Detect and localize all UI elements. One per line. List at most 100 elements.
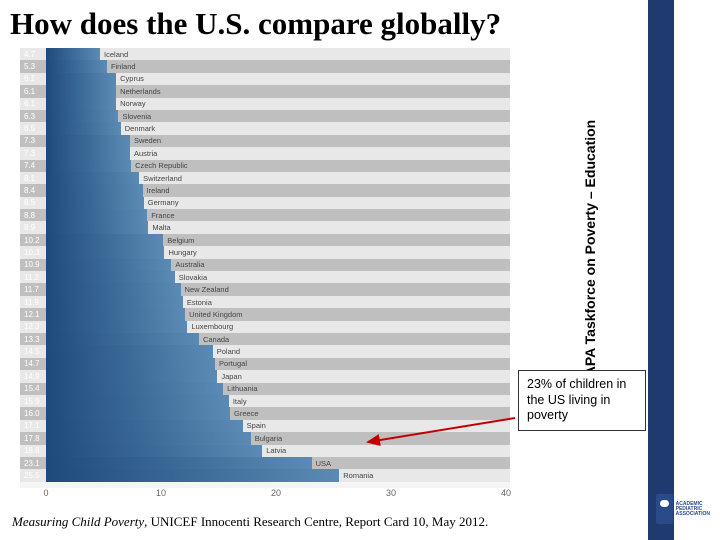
bar xyxy=(46,445,262,457)
bar-row: 6.5 Denmark xyxy=(20,122,510,134)
country-label: Luxembourg xyxy=(191,322,233,331)
value-label: 15.4 xyxy=(24,384,40,393)
bar-row: 11.9Estonia xyxy=(20,296,510,308)
x-tick: 30 xyxy=(386,488,396,498)
bar-row: 6.1 Cyprus xyxy=(20,73,510,85)
logo-icon xyxy=(656,494,673,524)
bar-row: 12.1United Kingdom xyxy=(20,308,510,320)
bar-row: 10.3Hungary xyxy=(20,246,510,258)
value-label: 8.1 xyxy=(24,174,35,183)
page-title: How does the U.S. compare globally? xyxy=(10,6,501,42)
country-label: Portugal xyxy=(219,359,247,368)
bar xyxy=(46,358,215,370)
bar xyxy=(46,259,171,271)
country-label: Canada xyxy=(203,335,229,344)
value-label: 10.2 xyxy=(24,236,40,245)
bar xyxy=(46,73,116,85)
bar xyxy=(46,246,164,258)
value-label: 8.5 xyxy=(24,198,35,207)
bar-row: 7.3Austria xyxy=(20,147,510,159)
bar xyxy=(46,308,185,320)
bar-row: 10.2 Belgium xyxy=(20,234,510,246)
country-label: Denmark xyxy=(125,124,155,133)
bar xyxy=(46,85,116,97)
value-label: 25.5 xyxy=(24,471,40,480)
value-label: 12.3 xyxy=(24,322,40,331)
x-axis: 010203040 xyxy=(46,488,510,502)
bar xyxy=(46,184,143,196)
country-label: Greece xyxy=(234,409,259,418)
bar-row: 18.8Latvia xyxy=(20,445,510,457)
country-label: Malta xyxy=(152,223,170,232)
bar xyxy=(46,60,107,72)
x-tick: 0 xyxy=(43,488,48,498)
bar-row: 14.5Poland xyxy=(20,345,510,357)
country-label: Czech Republic xyxy=(135,161,188,170)
value-label: 7.3 xyxy=(24,136,35,145)
country-label: Poland xyxy=(217,347,240,356)
value-label: 10.9 xyxy=(24,260,40,269)
value-label: 6.1 xyxy=(24,87,35,96)
bar xyxy=(46,209,147,221)
bar-row: 25.5 Romania xyxy=(20,469,510,481)
bar-row: 15.4Lithuania xyxy=(20,383,510,395)
value-label: 17.8 xyxy=(24,434,40,443)
x-tick: 10 xyxy=(156,488,166,498)
bar xyxy=(46,407,230,419)
value-label: 7.4 xyxy=(24,161,35,170)
value-label: 4.7 xyxy=(24,50,35,59)
value-label: 10.3 xyxy=(24,248,40,257)
bar xyxy=(46,271,175,283)
bar xyxy=(46,98,116,110)
bar-row: 12.3 Luxembourg xyxy=(20,321,510,333)
bar-row: 14.7 Portugal xyxy=(20,358,510,370)
bar-row: 17.8Bulgaria xyxy=(20,432,510,444)
value-label: 6.1 xyxy=(24,74,35,83)
bar xyxy=(46,296,183,308)
value-label: 6.1 xyxy=(24,99,35,108)
bar xyxy=(46,122,121,134)
bar-row: 8.9 Malta xyxy=(20,221,510,233)
country-label: Slovakia xyxy=(179,273,207,282)
value-label: 15.9 xyxy=(24,397,40,406)
country-label: USA xyxy=(316,459,331,468)
country-label: Romania xyxy=(343,471,373,480)
bar-row: 6.1 Netherlands xyxy=(20,85,510,97)
value-label: 6.5 xyxy=(24,124,35,133)
country-label: Cyprus xyxy=(120,74,144,83)
bar xyxy=(46,345,213,357)
side-label: APA Taskforce on Poverty – Education xyxy=(582,120,598,376)
bar xyxy=(46,395,229,407)
bar-row: 13.3Canada xyxy=(20,333,510,345)
bar-row: 6.1Norway xyxy=(20,98,510,110)
country-label: Germany xyxy=(148,198,179,207)
bar-row: 8.1 Switzerland xyxy=(20,172,510,184)
bar xyxy=(46,370,217,382)
country-label: Sweden xyxy=(134,136,161,145)
value-label: 16.0 xyxy=(24,409,40,418)
country-label: Latvia xyxy=(266,446,286,455)
country-label: Netherlands xyxy=(120,87,160,96)
country-label: Slovenia xyxy=(122,112,151,121)
apa-logo: ACADEMIC PEDIATRIC ASSOCIATION xyxy=(656,490,710,528)
bar xyxy=(46,135,130,147)
bar-row: 11.7New Zealand xyxy=(20,283,510,295)
country-label: Australia xyxy=(175,260,204,269)
value-label: 8.9 xyxy=(24,223,35,232)
x-tick: 20 xyxy=(271,488,281,498)
country-label: Finland xyxy=(111,62,136,71)
bar xyxy=(46,283,181,295)
citation: Measuring Child Poverty, UNICEF Innocent… xyxy=(12,514,488,530)
bar-row: 16.0 Greece xyxy=(20,407,510,419)
value-label: 14.7 xyxy=(24,359,40,368)
country-label: Belgium xyxy=(167,236,194,245)
bar-row: 8.4Ireland xyxy=(20,184,510,196)
country-label: Switzerland xyxy=(143,174,182,183)
bar xyxy=(46,48,100,60)
bar-row: 15.9Italy xyxy=(20,395,510,407)
bar-row: 14.9Japan xyxy=(20,370,510,382)
bar xyxy=(46,321,187,333)
country-label: Estonia xyxy=(187,298,212,307)
country-label: Ireland xyxy=(147,186,170,195)
bar-row: 6.3Slovenia xyxy=(20,110,510,122)
